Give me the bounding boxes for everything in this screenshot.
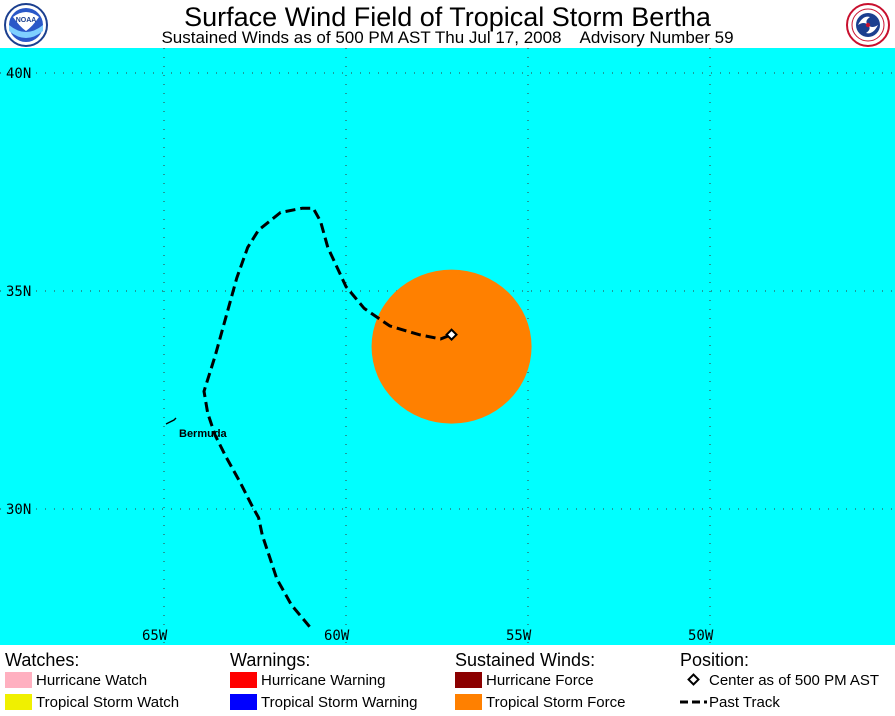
subtitle-time: Sustained Winds as of 500 PM AST Thu Jul… bbox=[161, 28, 562, 47]
tropical-storm-force-wind-area bbox=[371, 269, 532, 424]
legend-past-track: Past Track bbox=[680, 694, 780, 711]
legend-hurricane-warning: Hurricane Warning bbox=[230, 672, 386, 689]
diamond-icon bbox=[680, 672, 707, 688]
legend-watches-heading: Watches: bbox=[5, 650, 80, 670]
lon-label: 65W bbox=[142, 628, 168, 644]
lat-label: 35N bbox=[6, 284, 31, 300]
nws-logo-icon bbox=[846, 3, 890, 47]
noaa-logo-icon: NOAA bbox=[4, 3, 48, 47]
legend-hurricane-force: Hurricane Force bbox=[455, 672, 594, 689]
past-track-line bbox=[202, 206, 453, 628]
lat-lon-grid bbox=[0, 48, 895, 645]
longitude-labels: 65W 60W 55W 50W bbox=[142, 628, 714, 644]
legend-hurricane-watch: Hurricane Watch bbox=[5, 672, 147, 689]
bermuda-island bbox=[165, 417, 177, 425]
legend-label: Hurricane Watch bbox=[36, 672, 148, 689]
legend-position-heading: Position: bbox=[680, 650, 750, 670]
storm-center-diamond bbox=[445, 328, 458, 341]
subtitle-advisory: Advisory Number 59 bbox=[579, 28, 734, 47]
map-subtitle: Sustained Winds as of 500 PM AST Thu Jul… bbox=[0, 29, 895, 47]
tropical-storm-warning-swatch bbox=[230, 694, 257, 710]
lon-label: 55W bbox=[506, 628, 532, 644]
legend-label: Center as of 500 PM AST bbox=[709, 672, 880, 689]
map-title: Surface Wind Field of Tropical Storm Ber… bbox=[184, 2, 711, 32]
legend-sustained-winds-heading: Sustained Winds: bbox=[455, 650, 596, 670]
header: NOAA Surface Wind Field of Tropical Stor… bbox=[0, 0, 895, 48]
legend-tropical-storm-force: Tropical Storm Force bbox=[455, 694, 625, 711]
legend-tropical-storm-warning: Tropical Storm Warning bbox=[230, 694, 417, 711]
lon-label: 50W bbox=[688, 628, 714, 644]
wind-field-map: Bermuda 40N 35N 30N 65W 60W 55W 50W bbox=[0, 48, 895, 645]
bermuda-label: Bermuda bbox=[179, 428, 228, 440]
tropical-storm-watch-swatch bbox=[5, 694, 32, 710]
legend-label: Tropical Storm Watch bbox=[36, 694, 180, 711]
lat-label: 40N bbox=[6, 66, 31, 82]
legend-label: Past Track bbox=[709, 694, 780, 711]
lon-label: 60W bbox=[324, 628, 350, 644]
hurricane-warning-swatch bbox=[230, 672, 257, 688]
latitude-labels: 40N 35N 30N bbox=[6, 66, 31, 518]
legend-center-position: Center as of 500 PM AST bbox=[680, 672, 879, 689]
hurricane-watch-swatch bbox=[5, 672, 32, 688]
svg-text:NOAA: NOAA bbox=[16, 17, 37, 24]
legend-warnings-heading: Warnings: bbox=[230, 650, 311, 670]
legend-tropical-storm-watch: Tropical Storm Watch bbox=[5, 694, 179, 711]
land bbox=[165, 417, 177, 425]
legend: Watches: Hurricane Watch Tropical Storm … bbox=[0, 645, 895, 716]
legend-label: Hurricane Warning bbox=[261, 672, 386, 689]
lat-label: 30N bbox=[6, 502, 31, 518]
legend-label: Hurricane Force bbox=[486, 672, 594, 689]
tropical-storm-force-swatch bbox=[455, 694, 482, 710]
hurricane-force-swatch bbox=[455, 672, 482, 688]
legend-label: Tropical Storm Warning bbox=[261, 694, 418, 711]
dashed-line-icon bbox=[680, 694, 707, 710]
legend-label: Tropical Storm Force bbox=[486, 694, 626, 711]
